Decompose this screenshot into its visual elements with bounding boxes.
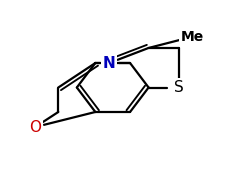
Text: Me: Me — [181, 30, 204, 44]
Text: S: S — [174, 80, 183, 95]
Text: N: N — [103, 55, 116, 71]
Text: O: O — [29, 120, 41, 135]
